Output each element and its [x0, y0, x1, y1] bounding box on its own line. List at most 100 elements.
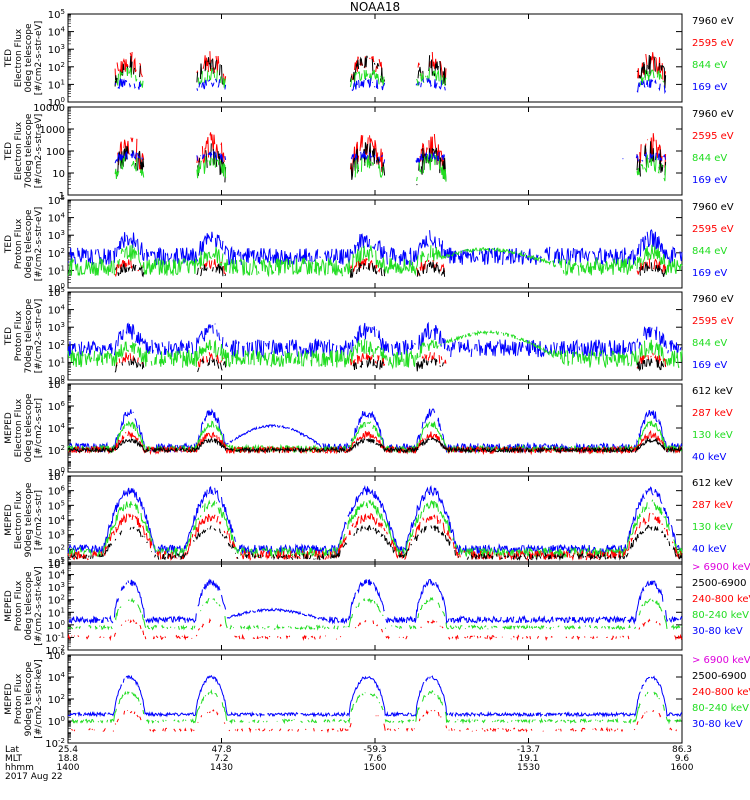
- series-green-line: [644, 598, 651, 606]
- series-blue-line: [77, 247, 87, 263]
- series-blue-line: [626, 492, 645, 543]
- series-green-line: [557, 625, 560, 628]
- series-red-line: [486, 635, 489, 640]
- series-red-line: [124, 432, 127, 434]
- series-blue-line: [478, 249, 481, 255]
- series-green-line: [136, 427, 154, 452]
- series-green-line: [422, 156, 426, 174]
- series-blue-line: [429, 676, 431, 679]
- series-green-line: [245, 262, 251, 276]
- series-blue-line: [646, 229, 677, 265]
- series-green-line: [558, 258, 563, 269]
- series-red-line: [236, 728, 239, 732]
- series-green-line: [552, 259, 557, 268]
- series-green-line: [507, 721, 509, 723]
- series-blue-line: [214, 487, 221, 503]
- series-blue-line: [213, 150, 216, 159]
- series-red-line: [332, 551, 334, 553]
- series-red-line: [487, 445, 498, 455]
- series-black-line: [196, 267, 199, 276]
- series-green-line: [265, 546, 269, 552]
- series-red-line: [223, 722, 226, 724]
- series-green-line: [671, 623, 681, 631]
- series-blue-line: [319, 339, 325, 355]
- series-blue-line: [626, 341, 637, 357]
- series-green-line: [310, 718, 318, 724]
- series-green-line: [349, 422, 366, 448]
- series-red-line: [344, 728, 349, 731]
- series-blue-line: [571, 247, 574, 259]
- series-green-line: [326, 719, 331, 723]
- series-green-line: [154, 354, 158, 365]
- series-black-line: [201, 529, 207, 535]
- series-green-line: [564, 625, 576, 630]
- series-black-line: [207, 357, 211, 367]
- x-lat-label: 86.3: [672, 745, 692, 755]
- series-red-line: [386, 728, 389, 731]
- series-green-line: [425, 500, 435, 510]
- series-red-line: [159, 635, 164, 640]
- series-red-line: [240, 728, 244, 732]
- series-black-line: [302, 553, 305, 560]
- series-black-line: [380, 266, 383, 277]
- series-blue-line: [409, 247, 412, 266]
- series-black-line: [383, 269, 386, 277]
- x-row-label: MLT: [5, 754, 23, 764]
- series-blue-line: [418, 81, 420, 86]
- series-red-line: [109, 635, 112, 642]
- series-black-line: [398, 552, 405, 559]
- series-black-line: [454, 549, 456, 556]
- y-tick-label: 103: [48, 321, 65, 334]
- series-blue-line: [234, 425, 258, 441]
- series-green-line: [129, 341, 137, 354]
- y-axis-label: [#/cm2-s-str-keV]: [34, 566, 44, 645]
- series-red-line: [349, 722, 352, 728]
- series-green-line: [250, 350, 255, 366]
- series-blue-line: [517, 341, 524, 356]
- series-black-line: [207, 57, 212, 70]
- series-blue-line: [484, 340, 499, 357]
- series-black-line: [176, 552, 180, 558]
- series-black-line: [92, 555, 94, 559]
- series-green-line: [439, 510, 451, 534]
- series-red-line: [502, 728, 504, 730]
- series-red-line: [642, 261, 645, 270]
- series-black-line: [211, 267, 214, 272]
- series-red-line: [162, 728, 164, 732]
- series-green-line: [215, 502, 218, 504]
- series-green-line: [560, 719, 563, 722]
- series-red-line: [422, 714, 425, 717]
- series-green-line: [259, 258, 275, 278]
- series-green-line: [412, 625, 417, 630]
- series-green-line: [579, 256, 605, 276]
- series-green-line: [354, 159, 357, 178]
- series-green-line: [560, 350, 567, 365]
- series-red-line: [595, 554, 598, 560]
- series-green-line: [623, 720, 627, 723]
- series-black-line: [618, 554, 622, 561]
- series-blue-line: [332, 248, 338, 263]
- series-green-line: [601, 626, 603, 629]
- series-black-line: [127, 266, 131, 272]
- series-blue-line: [412, 235, 429, 263]
- series-blue-line: [372, 582, 385, 612]
- series-red-line: [203, 261, 208, 268]
- series-blue-line: [657, 153, 663, 161]
- series-blue-line: [530, 618, 533, 623]
- series-red-line: [200, 715, 203, 718]
- series-green-line: [146, 624, 151, 630]
- series-blue-line: [151, 339, 154, 354]
- x-lat-label: -59.3: [363, 745, 386, 755]
- series-blue-line: [638, 410, 658, 438]
- series-green-line: [644, 69, 647, 81]
- series-green-line: [474, 330, 482, 337]
- series-blue-line: [386, 252, 388, 265]
- series-blue-line: [225, 341, 229, 348]
- series-blue-line: [501, 251, 506, 265]
- series-green-line: [452, 537, 454, 541]
- series-green-line: [153, 544, 157, 553]
- series-red-line: [311, 551, 314, 554]
- series-green-line: [592, 352, 598, 362]
- series-blue-line: [679, 251, 683, 262]
- series-blue-line: [132, 411, 134, 414]
